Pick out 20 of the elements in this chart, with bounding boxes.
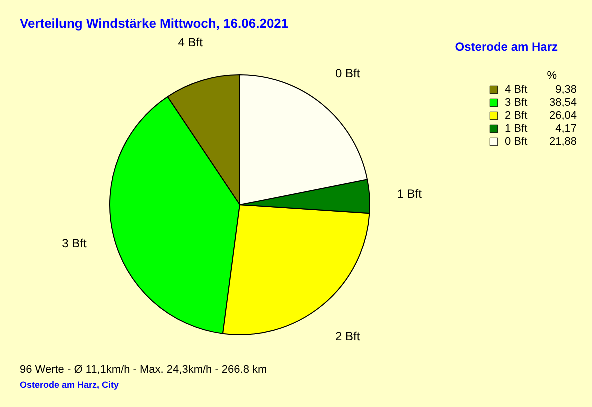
legend-label: 2 Bft [505,110,528,122]
chart-title: Verteilung Windstärke Mittwoch, 16.06.2021 [20,16,289,31]
legend-label: 3 Bft [505,97,528,109]
data-label: 9,38 [556,84,577,96]
legend-label: 0 Bft [505,136,528,148]
text: Osterode am Harz, City [20,380,120,390]
data-label: 21,88 [549,136,577,148]
data-label: 4,17 [556,123,577,135]
text: 96 Werte - Ø 11,1km/h - Max. 24,3km/h - 266.8 km [20,364,268,376]
chart-subtitle: Osterode am Harz [455,40,558,54]
legend-label: 1 Bft [505,123,528,135]
legend-title: % [547,70,558,82]
slice-label: 0 Bft [336,66,361,81]
slice-label: 3 Bft [62,236,88,251]
data-label: 38,54 [549,97,577,109]
slice-label: 1 Bft [397,186,423,201]
slice-label: 2 Bft [335,329,361,344]
data-label: 26,04 [549,110,577,122]
slice-label: 4 Bft [178,35,204,50]
legend-label: 4 Bft [505,84,528,96]
